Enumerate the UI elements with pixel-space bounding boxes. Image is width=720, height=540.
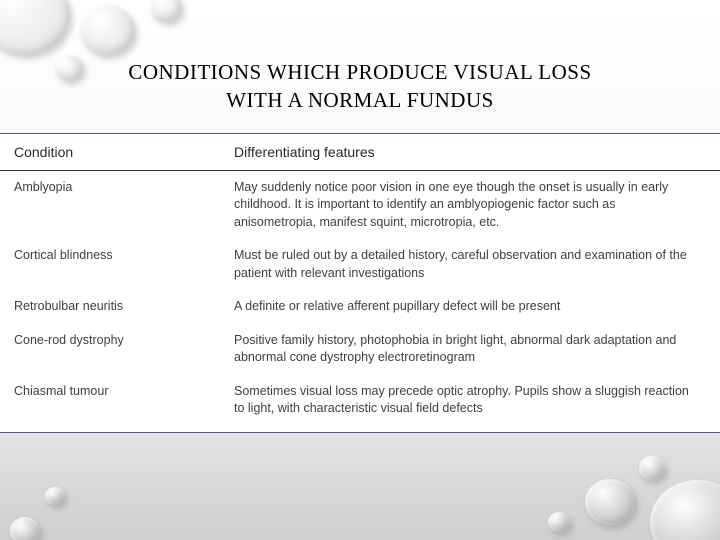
conditions-table: Condition Differentiating features Ambly…	[0, 134, 720, 432]
title-line-1: CONDITIONS WHICH PRODUCE VISUAL LOSS	[128, 60, 591, 84]
cell-condition: Retrobulbar neuritis	[0, 290, 220, 324]
cell-features: Must be ruled out by a detailed history,…	[220, 239, 720, 290]
cell-condition: Chiasmal tumour	[0, 375, 220, 432]
water-drop-icon	[585, 479, 635, 525]
table-row: Cone-rod dystrophy Positive family histo…	[0, 324, 720, 375]
cell-condition: Cone-rod dystrophy	[0, 324, 220, 375]
table-row: Cortical blindness Must be ruled out by …	[0, 239, 720, 290]
water-drop-icon	[548, 512, 570, 532]
conditions-table-wrap: Condition Differentiating features Ambly…	[0, 133, 720, 433]
cell-condition: Cortical blindness	[0, 239, 220, 290]
cell-condition: Amblyopia	[0, 170, 220, 239]
title-line-2: WITH A NORMAL FUNDUS	[226, 88, 494, 112]
col-header-condition: Condition	[0, 134, 220, 171]
table-row: Retrobulbar neuritis A definite or relat…	[0, 290, 720, 324]
table-header-row: Condition Differentiating features	[0, 134, 720, 171]
table-row: Chiasmal tumour Sometimes visual loss ma…	[0, 375, 720, 432]
water-drop-icon	[650, 480, 720, 540]
col-header-features: Differentiating features	[220, 134, 720, 171]
cell-features: May suddenly notice poor vision in one e…	[220, 170, 720, 239]
water-drop-icon	[639, 456, 665, 480]
table-row: Amblyopia May suddenly notice poor visio…	[0, 170, 720, 239]
cell-features: Positive family history, photophobia in …	[220, 324, 720, 375]
cell-features: Sometimes visual loss may precede optic …	[220, 375, 720, 432]
water-drop-icon	[55, 55, 83, 81]
water-drop-icon	[45, 487, 65, 505]
cell-features: A definite or relative afferent pupillar…	[220, 290, 720, 324]
water-drop-icon	[80, 5, 135, 55]
water-drop-icon	[10, 517, 40, 540]
